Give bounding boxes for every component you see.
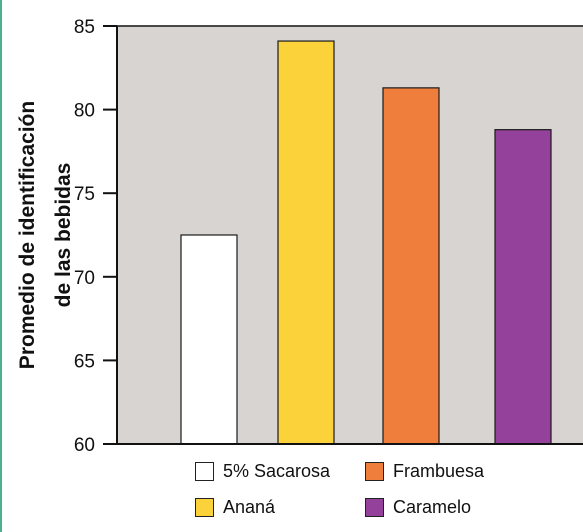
left-edge-stripe — [0, 0, 2, 532]
legend-swatch-caramelo — [365, 497, 384, 517]
legend-swatch-sacarosa — [195, 461, 214, 481]
bar-frambuesa — [382, 87, 440, 445]
y-tick-label-80: 80 — [74, 101, 95, 122]
bar-caramelo — [494, 129, 552, 445]
legend-swatch-anana — [195, 497, 214, 517]
y-tick-label-60: 60 — [74, 435, 95, 456]
y-axis-label-line-1: Promedio de identificación — [16, 101, 39, 369]
y-tick-label-65: 65 — [74, 351, 95, 372]
y-axis-label-line-2: de las bebidas — [52, 163, 75, 308]
legend-item-caramelo: Caramelo — [365, 494, 535, 520]
legend: 5% Sacarosa Frambuesa Ananá Caramelo — [195, 458, 535, 520]
y-tick-label-85: 85 — [74, 17, 95, 38]
legend-item-anana: Ananá — [195, 494, 365, 520]
legend-label-frambuesa: Frambuesa — [393, 460, 485, 481]
legend-item-frambuesa: Frambuesa — [365, 458, 535, 484]
y-tick-label-70: 70 — [74, 268, 95, 289]
y-tick-label-75: 75 — [74, 184, 95, 205]
bar-anana — [277, 40, 335, 445]
legend-label-anana: Ananá — [223, 496, 276, 517]
legend-swatch-frambuesa — [365, 461, 384, 481]
bar-sacarosa — [180, 234, 238, 445]
legend-item-sacarosa: 5% Sacarosa — [195, 458, 365, 484]
legend-label-caramelo: Caramelo — [393, 496, 472, 517]
legend-label-sacarosa: 5% Sacarosa — [223, 460, 331, 481]
